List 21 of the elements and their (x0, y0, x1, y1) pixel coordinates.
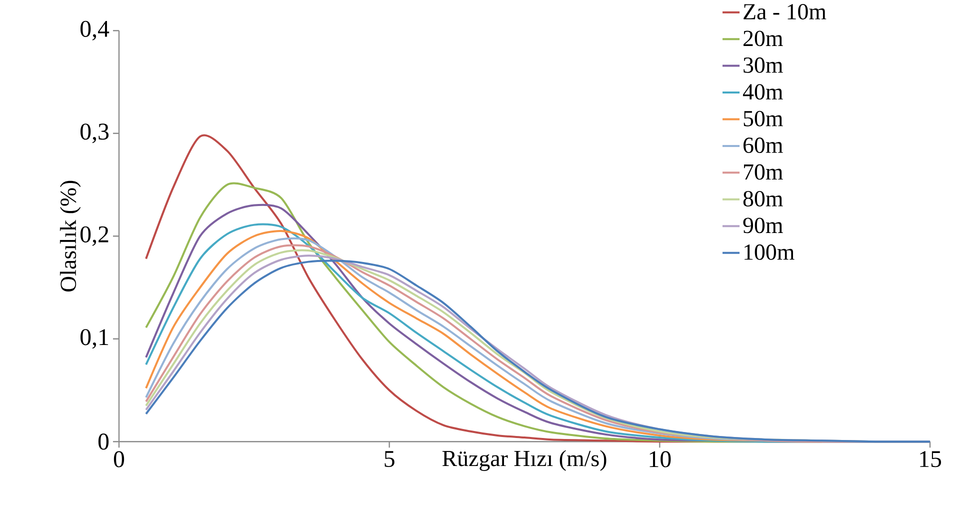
legend-label: 30m (744, 58, 783, 74)
legend-label: 100m (744, 244, 794, 260)
x-tick-label: 15 (920, 451, 942, 468)
x-tick-label: 5 (384, 451, 394, 468)
legend-label: 90m (743, 218, 783, 234)
x-axis-title: Rüzgar Hızı (m/s) (442, 450, 606, 472)
legend-label: 80m (743, 191, 783, 207)
legend-label: 20m (744, 30, 783, 46)
y-tick-label: 0,2 (80, 226, 108, 246)
y-axis-title: Olasılık (%) (60, 181, 81, 292)
x-tick-label: 0 (114, 451, 124, 468)
x-tick-label: 10 (650, 451, 671, 468)
y-tick-label: 0 (98, 434, 109, 450)
y-tick-label: 0,1 (80, 329, 108, 349)
y-tick-label: 0,3 (80, 124, 109, 144)
legend-label: 40m (742, 84, 783, 100)
legend-label: 70m (744, 164, 783, 180)
legend-label: Za - 10m (744, 4, 826, 20)
legend-label: 50m (744, 111, 783, 126)
y-tick-label: 0,4 (80, 21, 110, 41)
legend-label: 60m (744, 138, 783, 154)
